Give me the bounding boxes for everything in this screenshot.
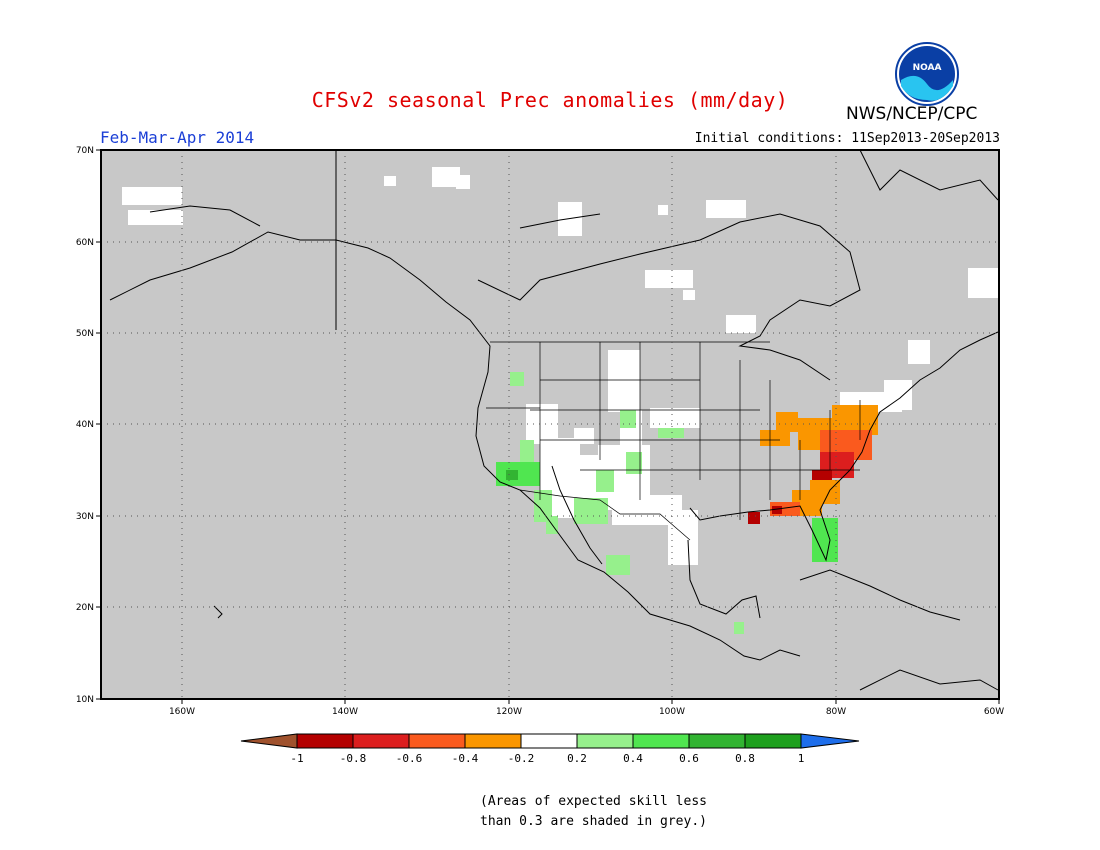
colorbar-label: -0.8 [340, 752, 367, 765]
colorbar-segment [800, 733, 860, 749]
colorbar-label: 0.8 [735, 752, 755, 765]
colorbar-segment [632, 733, 690, 749]
skill-footnote: (Areas of expected skill less than 0.3 a… [480, 792, 707, 832]
colorbar-segment [240, 733, 298, 749]
axis-ticks [96, 149, 1000, 704]
colorbar-label: 1 [798, 752, 805, 765]
colorbar [240, 733, 860, 749]
lat-label: 60N [76, 238, 94, 248]
lat-label: 40N [76, 420, 94, 430]
colorbar-segment [352, 733, 410, 749]
lon-labels: 160W 140W 120W 100W 80W 60W [169, 707, 1004, 717]
lon-label: 100W [659, 707, 685, 717]
lat-label: 50N [76, 329, 94, 339]
footnote-line-1: (Areas of expected skill less [480, 794, 707, 809]
colorbar-label: 0.2 [567, 752, 587, 765]
initial-conditions: Initial conditions: 11Sep2013-20Sep2013 [694, 131, 1000, 146]
lat-label: 10N [76, 695, 94, 705]
colorbar-segment [744, 733, 802, 749]
footnote-line-2: than 0.3 are shaded in grey.) [480, 814, 707, 829]
forecast-period: Feb-Mar-Apr 2014 [100, 128, 255, 147]
lat-labels: 70N 60N 50N 40N 30N 20N 10N [76, 146, 94, 705]
colorbar-label: 0.6 [679, 752, 699, 765]
near-normal-areas [122, 167, 998, 565]
lon-label: 60W [984, 707, 1004, 717]
agency-label: NWS/NCEP/CPC [846, 104, 978, 124]
colorbar-label: -0.2 [508, 752, 535, 765]
colorbar-segment [464, 733, 522, 749]
noaa-logo: NOAA [895, 42, 959, 106]
dry-anomaly-areas [748, 405, 878, 524]
colorbar-label: 0.4 [623, 752, 643, 765]
lat-label: 20N [76, 603, 94, 613]
map-title: CFSv2 seasonal Prec anomalies (mm/day) [311, 88, 789, 112]
colorbar-label: -0.4 [452, 752, 479, 765]
lon-label: 140W [332, 707, 358, 717]
colorbar-label: -0.6 [396, 752, 423, 765]
logo-text: NOAA [913, 63, 942, 73]
lon-label: 160W [169, 707, 195, 717]
colorbar-segment [520, 733, 578, 749]
political-borders [486, 341, 861, 541]
colorbar-labels: -1 -0.8 -0.6 -0.4 -0.2 0.2 0.4 0.6 0.8 1 [290, 752, 804, 765]
colorbar-segment [408, 733, 466, 749]
lat-label: 30N [76, 512, 94, 522]
colorbar-segment [296, 733, 354, 749]
colorbar-segment [688, 733, 746, 749]
lon-label: 80W [826, 707, 846, 717]
colorbar-label: -1 [290, 752, 303, 765]
coastlines [109, 149, 999, 691]
colorbar-segment [576, 733, 634, 749]
lat-label: 70N [76, 146, 94, 156]
lon-label: 120W [496, 707, 522, 717]
